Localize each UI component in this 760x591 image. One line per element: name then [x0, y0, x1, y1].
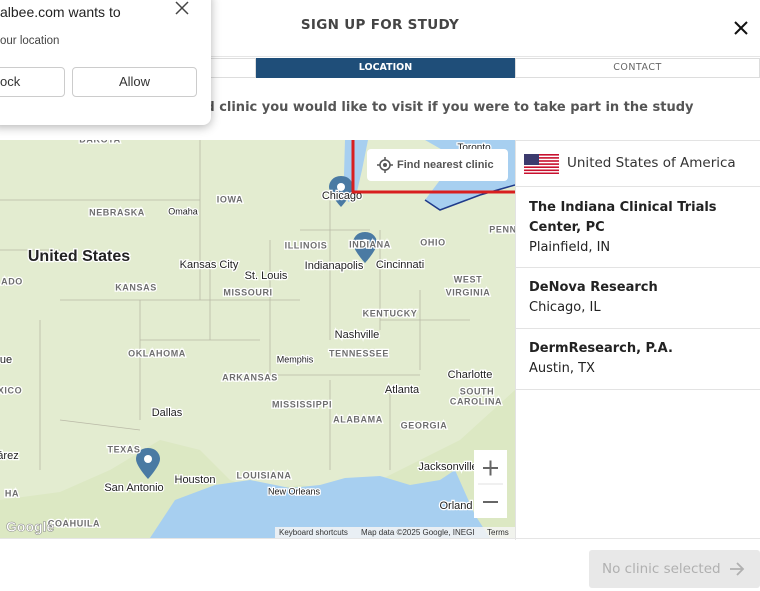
map-label: LOUISIANA	[237, 470, 292, 480]
clinic-name: The Indiana Clinical Trials Center, PC	[529, 200, 717, 235]
step-tab-active: LOCATION	[256, 58, 515, 78]
attribution[interactable]: Terms	[487, 528, 509, 537]
map-label: ue	[0, 354, 12, 366]
map-label: HA	[5, 488, 19, 498]
map-label: MISSISSIPPI	[272, 399, 332, 409]
map-label: CAROLINA	[450, 396, 502, 406]
map-label: TEXAS	[107, 444, 140, 454]
next-label: No clinic selected	[602, 561, 721, 577]
map-label: Atlanta	[385, 384, 420, 396]
country-name: United States of America	[567, 155, 736, 171]
permission-popup: albee.com wants to our location ock Allo…	[0, 0, 211, 125]
map-label: Orland	[439, 500, 472, 512]
state-borders	[0, 140, 470, 470]
popup-title: albee.com wants to	[0, 4, 121, 20]
block-button[interactable]: ock	[0, 67, 65, 97]
instruction: Select a preferred clinic you would like…	[81, 100, 694, 115]
map-label: OKLAHOMA	[128, 348, 186, 358]
land-shade	[0, 140, 515, 500]
zoom-icons	[483, 460, 498, 503]
clinic-name: DeNova Research	[529, 280, 658, 295]
map-label: Jacksonville	[418, 461, 477, 473]
map-label: DAKOTA	[79, 140, 120, 144]
border	[424, 184, 515, 211]
find-nearest-label: Find nearest clinic	[397, 159, 494, 171]
clinic-pin[interactable]	[353, 232, 377, 263]
map-label: Omaha	[168, 206, 198, 216]
attribution[interactable]: Keyboard shortcuts	[279, 528, 348, 537]
clinic-item[interactable]: DeNova Research Chicago, IL	[515, 268, 760, 329]
map-label: COAHUILA	[48, 518, 100, 528]
map-label: GEORGIA	[401, 420, 448, 430]
map-label: árez	[0, 450, 19, 462]
clinic-item[interactable]: The Indiana Clinical Trials Center, PC Pl…	[515, 188, 760, 268]
clinic-name: DermResearch, P.A.	[529, 341, 673, 356]
map-label: OHIO	[420, 237, 445, 247]
map-label: Memphis	[277, 354, 314, 364]
map-label: TENNESSEE	[329, 348, 389, 358]
popup-message: our location	[0, 35, 60, 47]
pin-dot	[144, 455, 152, 463]
map-label: XICO	[0, 385, 22, 395]
map-label: Indianapolis	[305, 260, 364, 272]
map-label: San Antonio	[104, 482, 163, 494]
google-logo: Google	[6, 519, 54, 535]
map-label: Kansas City	[180, 259, 239, 271]
attribution-bar	[275, 527, 515, 538]
clinic-pin[interactable]	[329, 176, 353, 207]
map-label: Charlotte	[448, 369, 493, 381]
map-label: Nashville	[335, 329, 380, 341]
map-label: PENN	[489, 224, 515, 234]
map-label: KENTUCKY	[363, 308, 418, 318]
step-tab: CONTACT	[515, 58, 760, 78]
clinic-location: Austin, TX	[529, 361, 595, 376]
country-select[interactable]: United States of America	[515, 140, 760, 187]
map-label: VIRGINIA	[446, 287, 491, 297]
popup-close[interactable]	[175, 1, 189, 15]
map-label: Dallas	[152, 407, 183, 419]
divider	[0, 538, 760, 539]
map-label: Houston	[175, 474, 216, 486]
arrow-icon	[730, 562, 745, 576]
clinic-location: Plainfield, IN	[529, 240, 611, 255]
locate-icon	[383, 163, 387, 167]
clinic-panel	[515, 140, 760, 540]
map-label: IOWA	[217, 194, 243, 204]
map-label: KANSAS	[115, 282, 157, 292]
map-label: ADO	[1, 276, 23, 286]
find-nearest-button[interactable]	[367, 149, 508, 181]
next-button[interactable]: No clinic selected	[589, 550, 760, 588]
attribution: Map data ©2025 Google, INEGI	[361, 528, 475, 537]
map-label: MISSOURI	[223, 287, 272, 297]
map-label: WEST	[454, 274, 482, 284]
divider	[0, 56, 760, 57]
map-label: ALABAMA	[333, 414, 383, 424]
highlight-box	[351, 140, 515, 194]
map-label: Cincinnati	[376, 259, 424, 271]
map-label: St. Louis	[245, 270, 288, 282]
close-button[interactable]	[733, 20, 749, 36]
map-label: ILLINOIS	[285, 240, 328, 250]
map-labels: DAKOTATorontoIOWAChicagoNEBRASKAOmahaILL…	[0, 140, 515, 530]
pin-dot	[337, 183, 345, 191]
locate-icon	[377, 157, 393, 173]
map[interactable]: DAKOTATorontoIOWAChicagoNEBRASKAOmahaILL…	[0, 140, 515, 538]
map-label: NEBRASKA	[89, 207, 145, 217]
clinic-item[interactable]: DermResearch, P.A. Austin, TX	[515, 329, 760, 390]
dialog-title: SIGN UP FOR STUDY	[300, 17, 460, 33]
clinic-location: Chicago, IL	[529, 300, 601, 315]
allow-button[interactable]: Allow	[72, 67, 197, 97]
pin-dot	[361, 239, 369, 247]
map-label: United States	[28, 248, 130, 265]
gulf	[150, 470, 490, 538]
map-label: New Orleans	[268, 486, 321, 496]
us-flag	[524, 154, 559, 174]
map-label: INDIANA	[349, 239, 391, 249]
map-label: ARKANSAS	[222, 372, 278, 382]
map-label: SOUTH	[460, 386, 495, 396]
clinic-pin[interactable]	[136, 448, 160, 479]
